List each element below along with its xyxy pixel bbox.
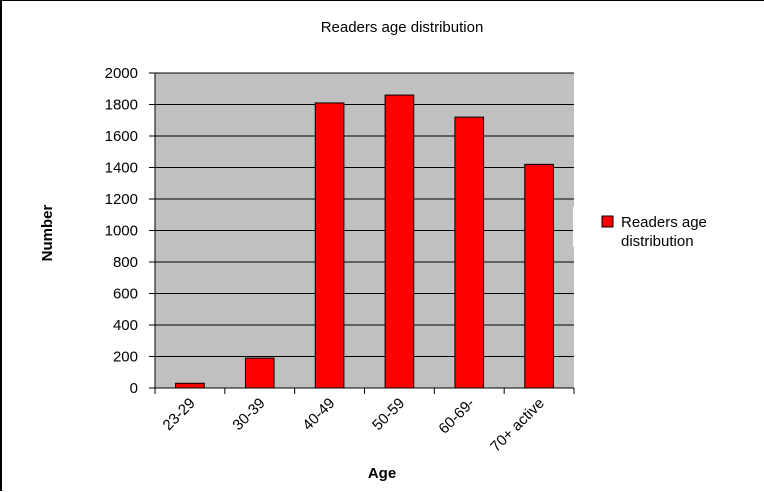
bar-30-39 xyxy=(244,357,275,389)
y-tick-label: 1000 xyxy=(105,223,138,240)
bar-70-active xyxy=(524,163,554,389)
y-tick-labels: 0 200 400 600 800 1000 1200 1400 1600 1800 2000 xyxy=(105,65,155,397)
x-tick-label: 23-29 xyxy=(160,395,199,434)
x-tick-labels: 23-29 30-39 40-49 50-59 60-69- 70+ active xyxy=(154,388,575,456)
y-tick-label: 1600 xyxy=(105,128,138,145)
y-tick-label: 0 xyxy=(130,380,138,397)
x-tick-label: 50-59 xyxy=(369,395,408,434)
y-tick-label: 2000 xyxy=(105,65,138,82)
x-tick-label: 40-49 xyxy=(299,395,338,434)
chart-title: Readers age distribution xyxy=(321,19,484,36)
y-tick-label: 800 xyxy=(113,254,138,271)
y-axis-label: Number xyxy=(39,205,56,262)
y-tick-label: 1800 xyxy=(105,97,138,114)
bar-60-69 xyxy=(454,116,485,389)
bar-50-59 xyxy=(384,94,415,389)
bar-40-49 xyxy=(314,102,345,389)
x-axis-label: Age xyxy=(368,465,396,482)
y-tick-label: 600 xyxy=(113,286,138,303)
gridlines xyxy=(155,72,574,357)
y-tick-label: 1400 xyxy=(105,160,138,177)
x-tick-label: 60-69- xyxy=(435,395,478,438)
y-tick-label: 400 xyxy=(113,317,138,334)
x-tick-label: 30-39 xyxy=(229,395,268,434)
bars xyxy=(175,94,554,389)
legend-label-line-1: Readers age xyxy=(621,214,707,231)
y-tick-label: 200 xyxy=(113,349,138,366)
legend-label-line-2: distribution xyxy=(621,233,694,250)
legend-swatch xyxy=(601,215,614,228)
bar-23-29 xyxy=(175,382,205,389)
y-tick-label: 1200 xyxy=(105,191,138,208)
legend: Readers age distribution xyxy=(573,207,758,250)
x-tick-label: 70+ active xyxy=(487,395,548,456)
